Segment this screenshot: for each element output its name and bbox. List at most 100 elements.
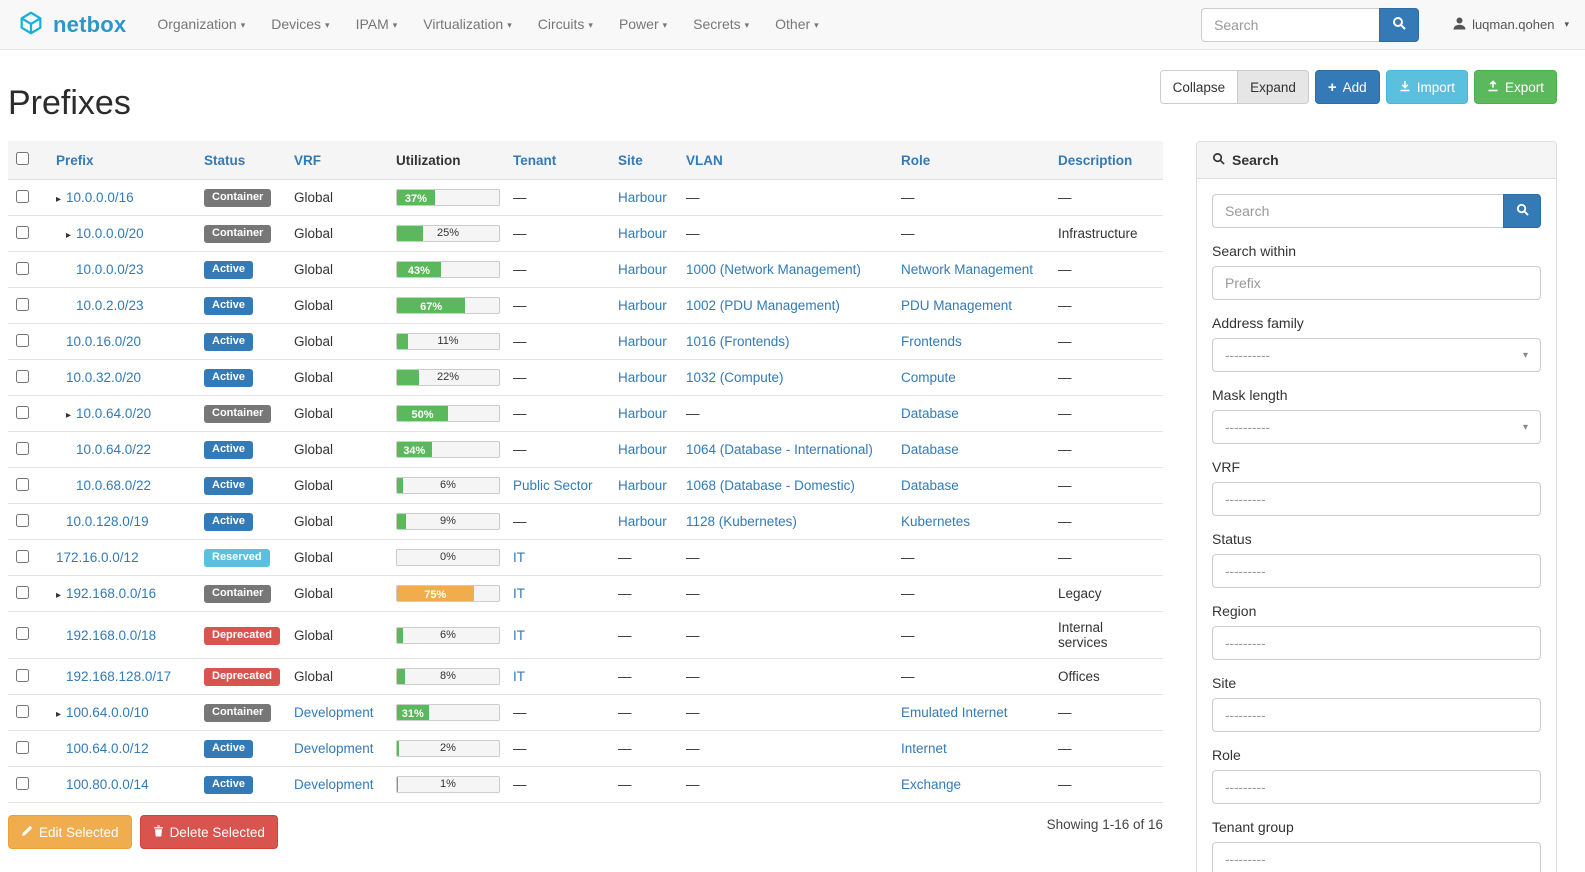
filter-site-select[interactable]: --------- — [1212, 698, 1541, 732]
row-checkbox[interactable] — [16, 189, 29, 203]
prefix-link[interactable]: 172.16.0.0/12 — [56, 550, 139, 565]
role-link[interactable]: Database — [901, 442, 959, 457]
row-checkbox[interactable] — [16, 549, 29, 563]
vlan-link[interactable]: 1002 (PDU Management) — [686, 298, 840, 313]
column-header-prefix[interactable]: Prefix — [48, 141, 196, 180]
nav-item-circuits[interactable]: Circuits ▾ — [525, 0, 606, 50]
site-link[interactable]: Harbour — [618, 262, 667, 277]
sidebar-search-button[interactable] — [1503, 194, 1541, 228]
export-button[interactable]: Export — [1473, 70, 1557, 104]
expand-caret-icon[interactable]: ▸ — [56, 194, 62, 205]
prefix-link[interactable]: 10.0.68.0/22 — [76, 478, 152, 493]
prefix-link[interactable]: 192.168.0.0/16 — [66, 586, 157, 601]
filter-role-select[interactable]: --------- — [1212, 770, 1541, 804]
delete-selected-button[interactable]: Delete Selected — [139, 815, 278, 849]
expand-caret-icon[interactable]: ▸ — [66, 410, 72, 421]
filter-region-select[interactable]: --------- — [1212, 626, 1541, 660]
prefix-link[interactable]: 192.168.128.0/17 — [66, 669, 172, 684]
column-header-vlan[interactable]: VLAN — [678, 141, 893, 180]
prefix-link[interactable]: 100.80.0.0/14 — [66, 777, 149, 792]
row-checkbox[interactable] — [16, 441, 29, 455]
role-link[interactable]: Database — [901, 406, 959, 421]
role-link[interactable]: PDU Management — [901, 298, 1013, 313]
nav-item-virtualization[interactable]: Virtualization ▾ — [410, 0, 524, 50]
column-header-description[interactable]: Description — [1050, 141, 1163, 180]
expand-button[interactable]: Expand — [1238, 70, 1309, 104]
column-header-vrf[interactable]: VRF — [286, 141, 388, 180]
nav-item-secrets[interactable]: Secrets ▾ — [680, 0, 762, 50]
nav-item-devices[interactable]: Devices ▾ — [258, 0, 342, 50]
row-checkbox[interactable] — [16, 668, 29, 682]
vlan-link[interactable]: 1068 (Database - Domestic) — [686, 478, 855, 493]
prefix-link[interactable]: 10.0.0.0/16 — [66, 190, 134, 205]
add-button[interactable]: + Add — [1314, 70, 1380, 104]
filter-tenant-group-select[interactable]: --------- — [1212, 842, 1541, 872]
filter-vrf-select[interactable]: --------- — [1212, 482, 1541, 516]
prefix-link[interactable]: 192.168.0.0/18 — [66, 627, 157, 643]
filter-mask-length-select[interactable]: ---------- ▾ — [1212, 410, 1541, 444]
filter-search-within-input[interactable] — [1212, 266, 1541, 300]
vlan-link[interactable]: 1064 (Database - International) — [686, 442, 873, 457]
prefix-link[interactable]: 100.64.0.0/10 — [66, 705, 149, 720]
prefix-link[interactable]: 100.64.0.0/12 — [66, 741, 149, 756]
role-link[interactable]: Database — [901, 478, 959, 493]
prefix-link[interactable]: 10.0.16.0/20 — [66, 334, 142, 349]
edit-selected-button[interactable]: Edit Selected — [8, 815, 132, 849]
navbar-search-input[interactable] — [1201, 7, 1380, 42]
role-link[interactable]: Emulated Internet — [901, 705, 1008, 720]
column-header-site[interactable]: Site — [610, 141, 678, 180]
row-checkbox[interactable] — [16, 704, 29, 718]
tenant-link[interactable]: IT — [513, 586, 525, 601]
row-checkbox[interactable] — [16, 627, 29, 640]
prefix-link[interactable]: 10.0.64.0/22 — [76, 442, 152, 457]
row-checkbox[interactable] — [16, 477, 29, 491]
prefix-link[interactable]: 10.0.0.0/23 — [76, 262, 144, 277]
tenant-link[interactable]: Public Sector — [513, 478, 593, 493]
row-checkbox[interactable] — [16, 297, 29, 311]
netbox-brand[interactable]: netbox — [16, 9, 126, 40]
site-link[interactable]: Harbour — [618, 298, 667, 313]
site-link[interactable]: Harbour — [618, 334, 667, 349]
prefix-link[interactable]: 10.0.32.0/20 — [66, 370, 142, 385]
row-checkbox[interactable] — [16, 585, 29, 599]
vlan-link[interactable]: 1128 (Kubernetes) — [686, 514, 797, 529]
expand-caret-icon[interactable]: ▸ — [56, 590, 62, 601]
vrf-link[interactable]: Development — [294, 705, 374, 720]
site-link[interactable]: Harbour — [618, 370, 667, 385]
collapse-button[interactable]: Collapse — [1159, 70, 1239, 104]
row-checkbox[interactable] — [16, 225, 29, 239]
row-checkbox[interactable] — [16, 776, 29, 790]
row-checkbox[interactable] — [16, 405, 29, 419]
row-checkbox[interactable] — [16, 369, 29, 383]
vlan-link[interactable]: 1016 (Frontends) — [686, 334, 790, 349]
column-header-role[interactable]: Role — [893, 141, 1050, 180]
row-checkbox[interactable] — [16, 740, 29, 754]
filter-status-select[interactable]: --------- — [1212, 554, 1541, 588]
role-link[interactable]: Network Management — [901, 262, 1034, 277]
sidebar-search-input[interactable] — [1212, 194, 1503, 228]
tenant-link[interactable]: IT — [513, 669, 525, 684]
nav-item-power[interactable]: Power ▾ — [606, 0, 680, 50]
import-button[interactable]: Import — [1385, 70, 1468, 104]
column-header-status[interactable]: Status — [196, 141, 286, 180]
nav-item-organization[interactable]: Organization ▾ — [144, 0, 258, 50]
row-checkbox[interactable] — [16, 513, 29, 527]
site-link[interactable]: Harbour — [618, 226, 667, 241]
expand-caret-icon[interactable]: ▸ — [56, 709, 62, 720]
role-link[interactable]: Frontends — [901, 334, 962, 349]
tenant-link[interactable]: IT — [513, 550, 525, 565]
select-all-checkbox[interactable] — [16, 152, 29, 165]
user-menu[interactable]: luqman.qohen ▾ — [1453, 17, 1569, 33]
row-checkbox[interactable] — [16, 333, 29, 347]
role-link[interactable]: Internet — [901, 741, 947, 756]
column-header-tenant[interactable]: Tenant — [505, 141, 610, 180]
prefix-link[interactable]: 10.0.0.0/20 — [76, 226, 144, 241]
prefix-link[interactable]: 10.0.64.0/20 — [76, 406, 152, 421]
prefix-link[interactable]: 10.0.2.0/23 — [76, 298, 144, 313]
expand-caret-icon[interactable]: ▸ — [66, 230, 72, 241]
site-link[interactable]: Harbour — [618, 478, 667, 493]
navbar-search-button[interactable] — [1379, 7, 1420, 42]
role-link[interactable]: Exchange — [901, 777, 962, 792]
site-link[interactable]: Harbour — [618, 514, 667, 529]
site-link[interactable]: Harbour — [618, 190, 667, 205]
